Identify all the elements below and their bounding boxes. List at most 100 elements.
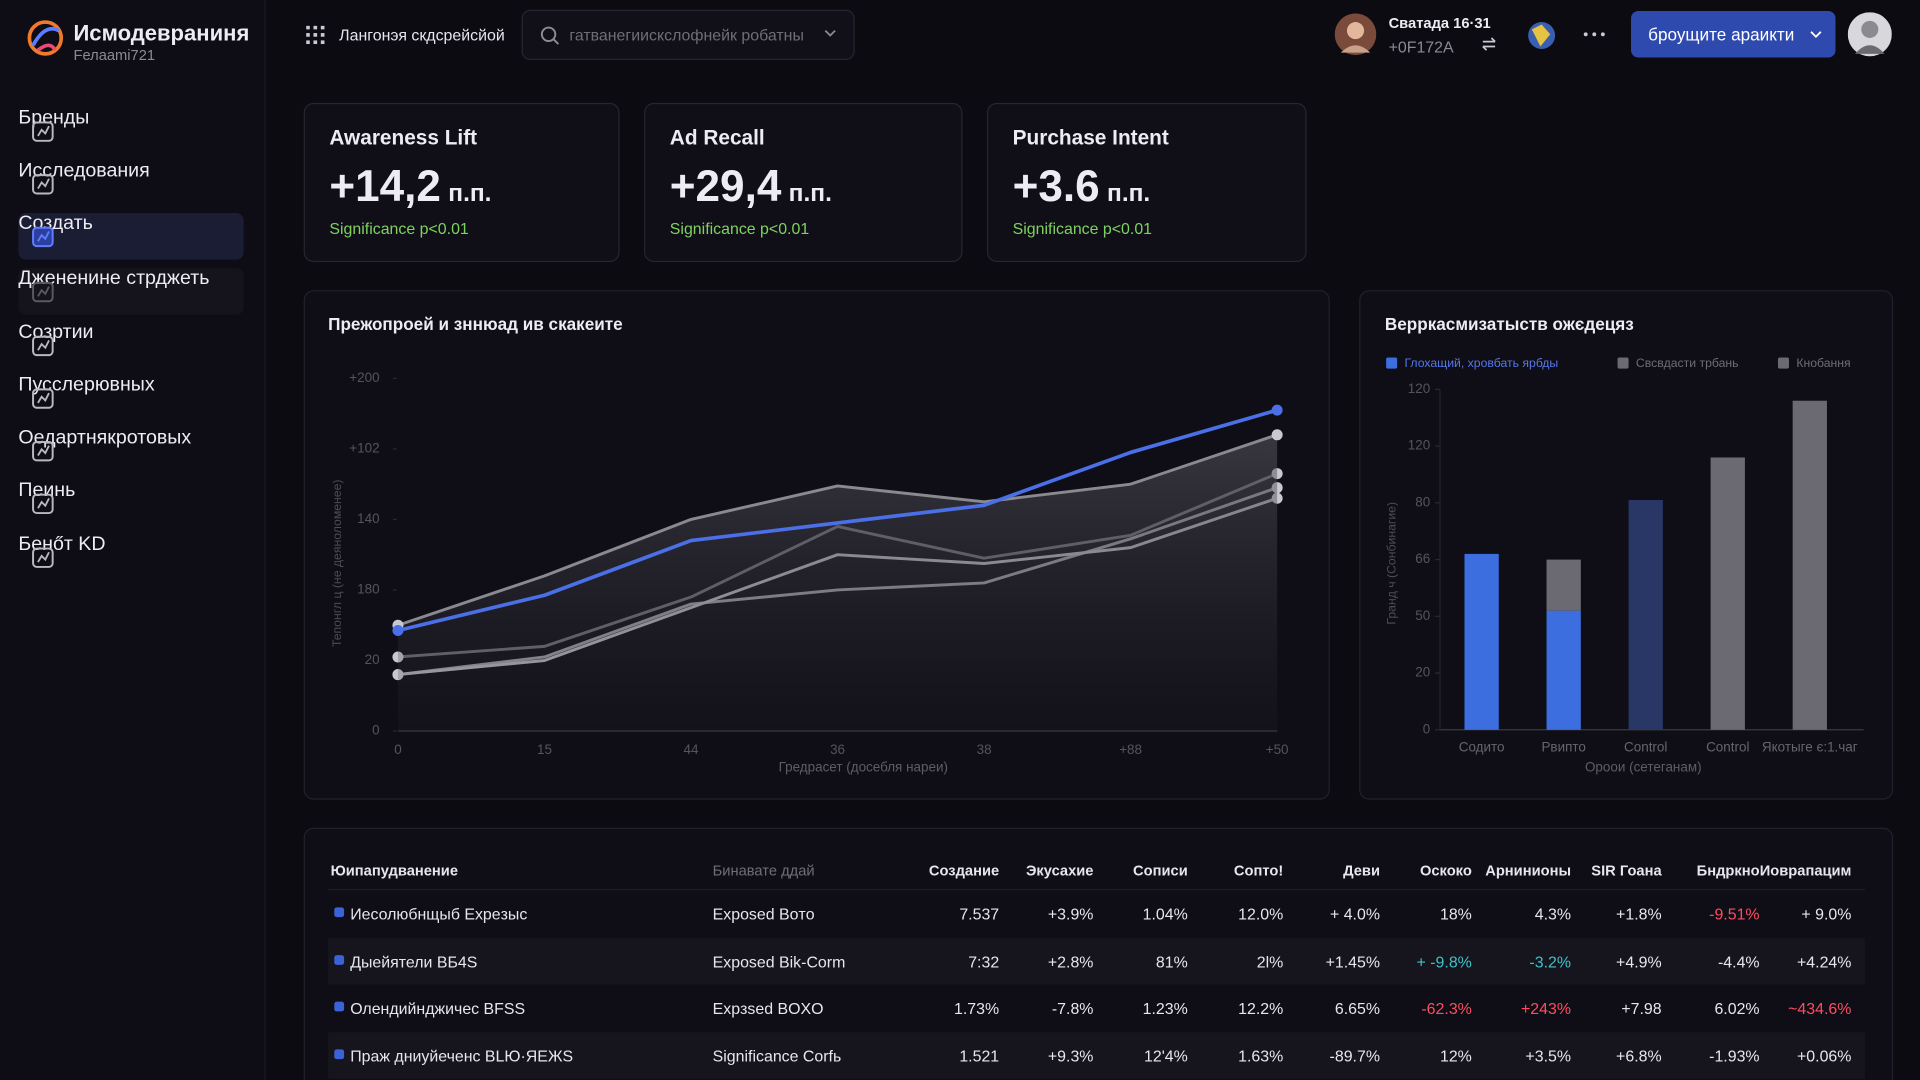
workspace[interactable]: Лангонэя скдсрейсйой — [339, 25, 505, 45]
nav-item[interactable]: Исследования — [18, 160, 243, 207]
nav-icon — [32, 441, 54, 462]
nav-item[interactable]: Пеинь — [18, 480, 243, 527]
series-line — [397, 408, 1278, 633]
y-axis-label: Тепонгл ц (не деяноломенее) — [330, 479, 344, 647]
table-cell: 7.537 — [959, 904, 1000, 924]
user-name: Сватада 16·31 — [1388, 14, 1491, 32]
kpi-value: +3.6 п.п. — [1013, 160, 1151, 211]
y-axis-label: Гранд ч (Сонбинагие) — [1384, 502, 1398, 625]
icon-shape — [37, 286, 50, 297]
bar-segment — [1628, 500, 1663, 730]
table-cell: Exposed Boтo — [712, 904, 815, 924]
y-tick-label: 180 — [357, 582, 379, 597]
table-cell: 6.65% — [1334, 999, 1381, 1018]
x-tick-label: 38 — [977, 742, 992, 757]
kpi-note: Significance p<0.01 — [1012, 219, 1153, 238]
table-cell: Олендийнджичес BFSS — [350, 999, 526, 1018]
table-row[interactable] — [328, 937, 1865, 984]
chevron — [824, 29, 836, 37]
icon-shape — [32, 174, 54, 195]
apps-icon[interactable] — [306, 25, 325, 45]
table-cell: +3.9% — [1047, 904, 1094, 924]
table-cell: 1.04% — [1142, 904, 1188, 924]
table-cell: +243% — [1521, 999, 1572, 1018]
nav-icon — [32, 174, 54, 195]
table-cell: +4.9% — [1616, 952, 1662, 971]
profile-avatar[interactable] — [1847, 12, 1892, 57]
bar-segment — [1710, 457, 1745, 730]
user-avatar[interactable] — [1334, 13, 1377, 56]
column-header: Иоврапацим — [1759, 862, 1852, 880]
nav-item[interactable]: Созртии — [18, 322, 243, 369]
x-tick-label: 44 — [684, 742, 699, 757]
column-header: Экусахие — [1025, 862, 1094, 880]
kpi-number: +3.6 — [1012, 160, 1100, 211]
kpi-note: Significance p<0.01 — [669, 219, 810, 238]
globe-icon[interactable] — [1526, 20, 1558, 52]
x-tick-label: Якотыге є:1.чаг — [1762, 740, 1858, 755]
x-tick-label: 36 — [830, 742, 845, 757]
table-row[interactable] — [328, 1031, 1865, 1079]
table-cell: Expзsed BOXO — [712, 999, 824, 1018]
row-marker — [334, 954, 345, 965]
row-marker — [334, 907, 345, 918]
kpi-unit: п.п. — [1107, 180, 1151, 207]
table-cell: Дыейятели BБ4S — [350, 952, 478, 971]
icon-shape — [37, 497, 50, 509]
bar-segment — [1546, 610, 1581, 730]
kpi-number: +14,2 — [329, 160, 441, 211]
column-header: Деви — [1343, 862, 1381, 880]
kpi-value: +29,4 п.п. — [670, 160, 832, 211]
table-cell: -4.4% — [1717, 952, 1760, 971]
nav-icon — [32, 388, 54, 409]
nav-item[interactable]: Создать — [18, 213, 244, 260]
column-header: SIR Гоана — [1591, 862, 1662, 880]
search-box[interactable]: гатванегиискслофнейк робатны — [521, 9, 855, 61]
nav-item[interactable]: Оедартнякротовых — [18, 427, 243, 474]
search-placeholder: гатванегиискслофнейк робатны — [569, 25, 804, 45]
legend-swatch — [1777, 357, 1789, 369]
table-cell: +7.98 — [1621, 999, 1662, 1018]
table-cell: 1.23% — [1142, 999, 1188, 1018]
table-cell: Праж дниуйеченс BLЮ·ЯEЖS — [350, 1046, 574, 1065]
icon-shape — [37, 339, 50, 351]
kpi-note: Significance p<0.01 — [329, 219, 469, 238]
nav-item[interactable]: Джененине стрджеть — [18, 268, 244, 315]
primary-button[interactable]: броущите араикти — [1631, 11, 1836, 58]
table-cell: ~434.6% — [1788, 999, 1852, 1018]
nav-icon — [32, 226, 54, 248]
table-cell: +9.3% — [1047, 1046, 1094, 1065]
nav-item[interactable]: Бенőт KD — [18, 534, 243, 581]
icon-shape — [37, 125, 50, 137]
table-cell: +6.8% — [1616, 1046, 1662, 1065]
icon-shape — [37, 445, 50, 456]
nav-label: Джененине стрджеть — [18, 268, 210, 289]
y-tick-label: +200 — [349, 370, 379, 385]
column-header: Юипапудванение — [330, 862, 458, 880]
table-cell: -7.8% — [1051, 999, 1094, 1018]
nav-icon — [32, 281, 54, 303]
table-cell: 12.0% — [1238, 904, 1284, 924]
more-icon[interactable] — [1583, 32, 1605, 37]
nav-label: Пеинь — [18, 480, 76, 501]
switch-icon[interactable] — [1480, 36, 1497, 53]
table-cell: +1.45% — [1325, 952, 1381, 971]
nav-item[interactable]: Бренды — [18, 108, 243, 155]
legend-swatch — [1386, 357, 1398, 369]
x-tick-label: Control — [1706, 740, 1749, 755]
table-cell: +3.5% — [1525, 1046, 1572, 1065]
x-tick-label: +50 — [1266, 742, 1289, 757]
x-tick-label: Control — [1624, 740, 1667, 755]
nav-item[interactable]: Пусслерювных — [18, 375, 243, 422]
table-cell: Exposed Bik-Corm — [712, 952, 846, 971]
kpi-card: Awareness Lift +14,2 п.п. Significance p<… — [303, 102, 620, 263]
column-header: Создание — [928, 862, 1000, 880]
table-cell: + 4.0% — [1329, 904, 1381, 924]
bar-segment — [1792, 400, 1827, 730]
x-tick-label: 15 — [537, 742, 552, 757]
icon-shape — [37, 231, 50, 242]
kpi-number: +29,4 — [669, 160, 782, 211]
series-point — [1271, 429, 1283, 441]
